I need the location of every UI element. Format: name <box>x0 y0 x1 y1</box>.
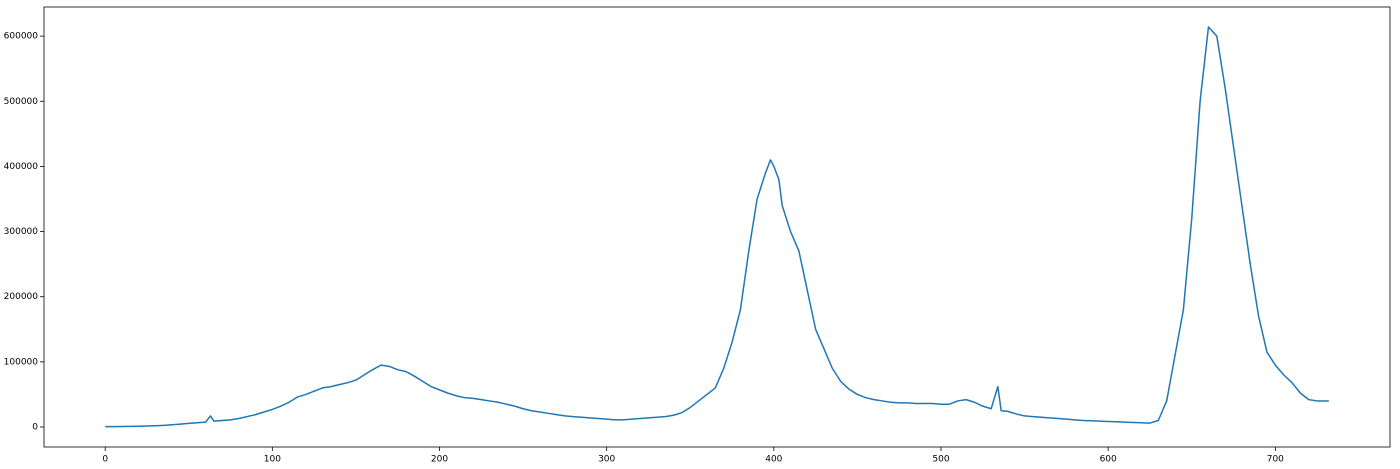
x-tick-label: 700 <box>1267 455 1284 465</box>
y-tick-label: 100000 <box>4 357 39 367</box>
line-series <box>105 26 1329 428</box>
y-tick-label: 600000 <box>4 32 39 42</box>
x-tick-label: 0 <box>102 455 108 465</box>
x-tick-label: 200 <box>431 455 448 465</box>
y-tick-label: 400000 <box>4 162 39 172</box>
x-tick-label: 500 <box>932 455 949 465</box>
plot-frame <box>43 6 1391 448</box>
y-tick-label: 0 <box>32 423 38 433</box>
y-tick-label: 500000 <box>4 97 39 107</box>
x-tick-label: 300 <box>598 455 615 465</box>
y-tick-label: 300000 <box>4 227 39 237</box>
y-tick-label: 200000 <box>4 292 39 302</box>
x-tick-label: 600 <box>1100 455 1117 465</box>
x-tick-label: 400 <box>765 455 782 465</box>
x-tick-label: 100 <box>264 455 281 465</box>
